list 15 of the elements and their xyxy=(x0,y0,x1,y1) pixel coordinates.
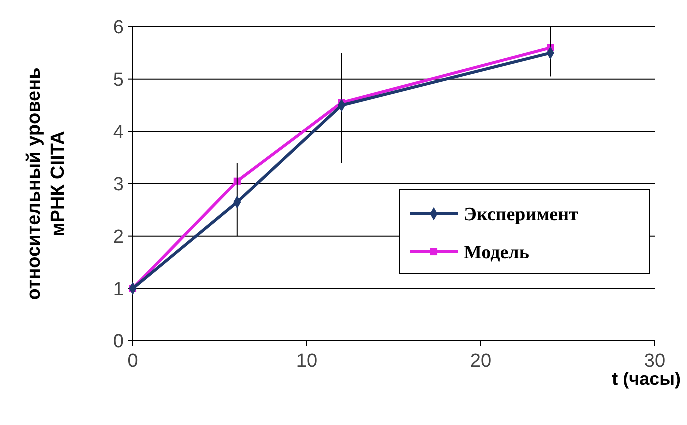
y-axis-title: относительный уровень мРНК CIITA xyxy=(24,68,69,300)
x-axis-title: t (часы) xyxy=(612,369,682,389)
legend-label: Эксперимент xyxy=(464,204,580,226)
x-tick-label: 10 xyxy=(296,351,318,372)
y-tick-label: 6 xyxy=(113,18,124,39)
y-tick-label: 2 xyxy=(113,226,124,248)
x-tick-label: 20 xyxy=(470,351,492,372)
y-tick-label: 3 xyxy=(113,174,124,196)
y-tick-label: 0 xyxy=(113,332,124,353)
y-tick-label: 1 xyxy=(113,279,124,300)
legend-label: Модель xyxy=(464,242,530,264)
x-tick-label: 0 xyxy=(128,351,138,372)
x-tick-label: 30 xyxy=(644,351,666,372)
y-tick-label: 5 xyxy=(113,70,124,91)
y-tick-label: 4 xyxy=(113,122,124,144)
